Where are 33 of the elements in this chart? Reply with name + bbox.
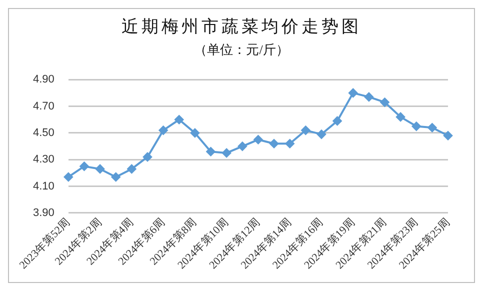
point	[80, 162, 89, 171]
chart-subtitle: （单位：元/斤）	[193, 41, 290, 59]
point	[285, 139, 294, 148]
point	[222, 148, 232, 158]
point	[206, 147, 216, 156]
point	[301, 126, 310, 135]
y-tick-label: 3.90	[32, 207, 54, 220]
point	[238, 142, 247, 151]
y-tick-label: 4.50	[32, 126, 54, 139]
point	[444, 131, 452, 140]
point	[348, 88, 358, 98]
y-tick-label: 4.90	[32, 74, 54, 86]
point	[174, 115, 184, 124]
point	[111, 172, 120, 182]
point	[316, 130, 326, 139]
y-tick-label: 4.30	[32, 154, 54, 166]
point	[380, 98, 390, 107]
point	[96, 164, 105, 174]
point	[412, 122, 421, 131]
point	[142, 152, 152, 162]
chart-title: 近期梅州市蔬菜均价走势图	[120, 16, 362, 38]
point	[190, 128, 200, 138]
point	[158, 126, 168, 135]
y-tick-label: 4.10	[32, 180, 54, 192]
point	[332, 116, 342, 126]
y-tick-label: 4.70	[32, 100, 54, 112]
point	[64, 172, 73, 182]
point	[270, 139, 279, 148]
point	[396, 112, 406, 122]
point	[127, 164, 136, 174]
point	[254, 135, 263, 144]
point	[428, 123, 437, 132]
point	[364, 92, 374, 102]
